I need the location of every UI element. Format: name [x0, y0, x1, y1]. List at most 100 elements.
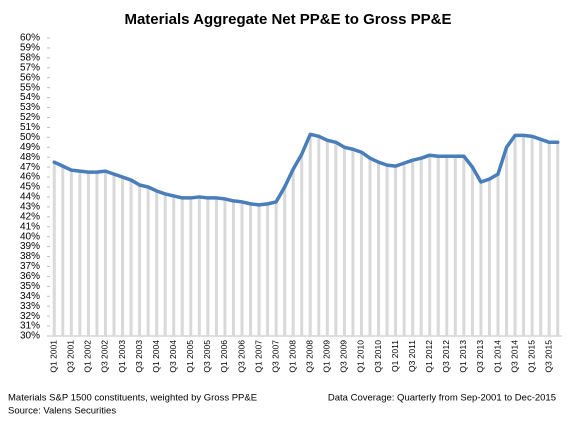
drop-bar [317, 136, 321, 336]
x-tick-label: Q1 2002 [83, 340, 93, 373]
drop-bar [86, 172, 90, 336]
y-tick-label: 30% [20, 331, 40, 342]
drop-bar [496, 174, 500, 336]
x-tick-label: Q1 2007 [253, 340, 263, 373]
y-tick-label: 44% [20, 192, 40, 203]
x-tick-label: Q1 2001 [49, 340, 59, 373]
x-tick-label: Q1 2009 [322, 340, 332, 373]
x-tick-label: Q1 2005 [185, 340, 195, 373]
x-tick-label: Q1 2008 [287, 340, 297, 373]
x-tick-label: Q3 2001 [66, 340, 76, 373]
y-tick-label: 58% [20, 53, 40, 64]
drop-bar [394, 166, 398, 336]
y-tick-label: 39% [20, 241, 40, 252]
drop-bar [325, 140, 329, 336]
drop-bar [479, 182, 483, 336]
x-tick-label: Q3 2012 [441, 340, 451, 373]
drop-bar [197, 196, 201, 336]
y-tick-label: 47% [20, 162, 40, 173]
drop-bar [402, 163, 406, 336]
x-tick-label: Q3 2004 [168, 340, 178, 373]
x-tick-label: Q3 2002 [100, 340, 110, 373]
y-tick-label: 59% [20, 43, 40, 54]
y-tick-label: 42% [20, 211, 40, 222]
drop-bar [300, 154, 304, 336]
drop-bar [556, 142, 560, 336]
drop-bar [214, 197, 218, 336]
y-tick-label: 41% [20, 221, 40, 232]
drop-bar [453, 156, 457, 336]
drop-bar [377, 162, 381, 336]
y-tick-label: 35% [20, 281, 40, 292]
line [52, 132, 560, 207]
x-tick-label: Q3 2005 [202, 340, 212, 373]
drop-bar [505, 147, 509, 336]
y-tick-label: 48% [20, 152, 40, 163]
x-tick-label: Q3 2013 [475, 340, 485, 373]
drop-bar [334, 142, 338, 336]
drop-bar [342, 147, 346, 336]
drop-bar [274, 201, 278, 336]
x-tick-label: Q1 2006 [219, 340, 229, 373]
x-tick-label: Q3 2006 [236, 340, 246, 373]
drop-bar [95, 172, 99, 336]
drop-bar [385, 165, 389, 336]
x-tick-label: Q1 2004 [151, 340, 161, 373]
drop-bar [445, 156, 449, 336]
drop-bar [411, 160, 415, 336]
drop-bar [172, 195, 176, 336]
y-tick-label: 37% [20, 261, 40, 272]
x-tick-label: Q3 2003 [134, 340, 144, 373]
drop-bar [522, 135, 526, 336]
drop-bar [419, 158, 423, 336]
drop-bar [266, 203, 270, 336]
y-tick-label: 34% [20, 291, 40, 302]
drop-bar [103, 171, 107, 336]
drop-bar [223, 198, 227, 336]
drop-bar [351, 149, 355, 336]
coverage: Data Coverage: Quarterly from Sep-2001 t… [328, 393, 556, 404]
note: Materials S&P 1500 constituents, weighte… [8, 393, 257, 404]
y-tick-label: 46% [20, 172, 40, 183]
x-tick-label: Q1 2011 [390, 340, 400, 372]
x-tick-label: Q3 2011 [407, 340, 417, 372]
x-tick-label: Q1 2003 [117, 340, 127, 373]
drop-bar [206, 197, 210, 336]
y-tick-label: 33% [20, 301, 40, 312]
drop-bar [530, 136, 534, 336]
drop-bar [146, 187, 150, 336]
y-tick-label: 50% [20, 132, 40, 143]
x-tick-label: Q1 2015 [526, 340, 536, 373]
x-tick-label: Q1 2012 [424, 340, 434, 373]
drop-bar [163, 193, 167, 336]
x-tick-label: Q3 2007 [270, 340, 280, 373]
drop-bar [257, 204, 261, 336]
drop-bar [470, 167, 474, 336]
x-tick-label: Q3 2008 [305, 340, 315, 373]
y-tick-label: 43% [20, 202, 40, 213]
drop-bar [249, 203, 253, 336]
y-tick-label: 57% [20, 62, 40, 73]
x-tick-label: Q1 2014 [492, 340, 502, 373]
drop-bar [283, 187, 287, 336]
y-tick-label: 54% [20, 92, 40, 103]
drop-bar [539, 139, 543, 336]
drop-bar [180, 197, 184, 336]
drop-bar [138, 185, 142, 336]
drop-bar [291, 169, 295, 336]
y-tick-label: 56% [20, 72, 40, 83]
drop-bar [368, 158, 372, 336]
drop-bar [69, 170, 73, 336]
y-tick-label: 40% [20, 231, 40, 242]
y-tick-label: 49% [20, 142, 40, 153]
y-tick-label: 55% [20, 82, 40, 93]
drop-bar [129, 180, 133, 336]
drop-bar [547, 142, 551, 336]
y-tick-label: 45% [20, 182, 40, 193]
drop-bar [436, 156, 440, 336]
x-tick-label: Q1 2010 [356, 340, 366, 373]
y-tick-label: 38% [20, 251, 40, 262]
drop-bar [189, 197, 193, 336]
note: Source: Valens Securities [8, 406, 116, 417]
drop-bar [462, 156, 466, 336]
